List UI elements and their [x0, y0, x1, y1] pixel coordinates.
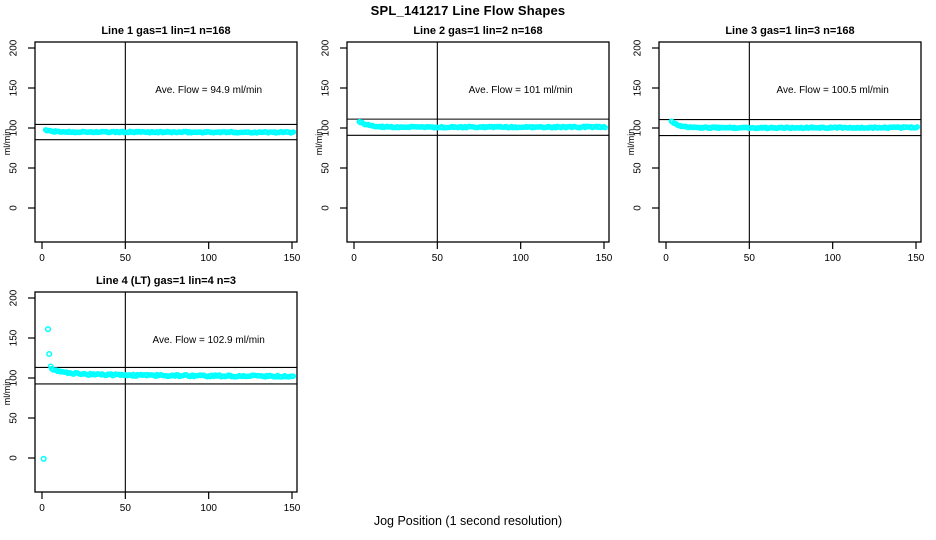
y-tick-label: 0	[633, 205, 644, 211]
panel-line-1: Line 1 gas=1 lin=1 n=168 0 50 100 150 200 0 50 1…	[0, 20, 312, 270]
outlier-point	[46, 350, 53, 358]
x-tick-label: 100	[200, 503, 217, 514]
y-tick-label: 50	[9, 162, 20, 174]
x-axis-label: Jog Position (1 second resolution)	[373, 514, 563, 528]
data-point	[373, 123, 380, 130]
y-tick-label: 50	[9, 412, 20, 424]
x-tick-label: 50	[432, 253, 444, 264]
x-tick-label: 100	[512, 253, 529, 264]
y-tick-label: 150	[9, 329, 20, 346]
outlier-point	[40, 455, 47, 462]
y-tick-label: 0	[9, 455, 20, 461]
y-tick-label: 50	[321, 162, 332, 174]
x-tick-label: 50	[120, 253, 132, 264]
panel-line-4: Line 4 (LT) gas=1 lin=4 n=3 0 50 100 150 200 0…	[0, 270, 312, 520]
x-tick-label: 150	[596, 253, 613, 264]
x-tick-label: 50	[120, 503, 132, 514]
y-tick-label: 100	[9, 119, 20, 136]
panel-line-2: Line 2 gas=1 lin=2 n=168 0 50 100 150 200 0 50 1…	[312, 20, 624, 270]
flow-plot-3: Line 3 gas=1 lin=3 n=168 0 50 100 150 200 0 50 1…	[626, 25, 925, 264]
data-point	[290, 373, 297, 379]
panel-title: Line 3 gas=1 lin=3 n=168	[725, 25, 854, 37]
y-tick-label: 0	[9, 205, 20, 211]
y-tick-label: 150	[321, 79, 332, 96]
scatter-points	[668, 118, 921, 132]
y-tick-label: 200	[633, 39, 644, 56]
ave-flow-annotation: Ave. Flow = 94.9 ml/min	[155, 85, 262, 96]
scatter-points	[42, 127, 297, 136]
ave-flow-annotation: Ave. Flow = 102.9 ml/min	[152, 335, 264, 346]
panel-line-3: Line 3 gas=1 lin=3 n=168 0 50 100 150 200 0 50 1…	[624, 20, 936, 270]
x-tick-label: 0	[39, 253, 45, 264]
data-point	[914, 124, 921, 130]
figure-title: SPL_141217 Line Flow Shapes	[370, 3, 566, 18]
x-tick-label: 0	[39, 503, 45, 514]
x-tick-label: 100	[824, 253, 841, 264]
scatter-points	[356, 118, 609, 131]
y-tick-label: 100	[633, 119, 644, 136]
ave-flow-annotation: Ave. Flow = 100.5 ml/min	[776, 85, 888, 96]
y-tick-label: 0	[321, 205, 332, 211]
plot-box	[34, 41, 298, 243]
y-tick-label: 200	[9, 39, 20, 56]
x-tick-label: 150	[284, 253, 301, 264]
x-tick-label: 150	[284, 503, 301, 514]
x-tick-label: 150	[908, 253, 925, 264]
data-point	[290, 129, 297, 135]
y-axis-label: ml/min	[626, 129, 636, 156]
y-tick-label: 200	[9, 289, 20, 306]
y-tick-label: 200	[321, 39, 332, 56]
plot-box	[34, 291, 298, 493]
flow-plot-1: Line 1 gas=1 lin=1 n=168 0 50 100 150 200 0 50 1…	[2, 25, 301, 264]
y-tick-label: 100	[321, 119, 332, 136]
x-tick-label: 0	[663, 253, 669, 264]
y-axis-label: ml/min	[2, 379, 12, 406]
scatter-points	[40, 326, 297, 462]
panel-title: Line 1 gas=1 lin=1 n=168	[101, 25, 230, 37]
data-point	[228, 373, 234, 380]
y-tick-label: 150	[9, 79, 20, 96]
plot-box	[658, 41, 922, 243]
y-tick-label: 50	[633, 162, 644, 174]
panel-title: Line 2 gas=1 lin=2 n=168	[413, 25, 542, 37]
x-tick-label: 50	[744, 253, 756, 264]
outlier-point	[44, 326, 52, 333]
flow-plot-4: Line 4 (LT) gas=1 lin=4 n=3 0 50 100 150 200 0…	[2, 275, 301, 514]
ave-flow-annotation: Ave. Flow = 101 ml/min	[469, 85, 573, 96]
y-tick-label: 150	[633, 79, 644, 96]
plot-box	[346, 41, 610, 243]
y-tick-label: 100	[9, 369, 20, 386]
flow-plot-2: Line 2 gas=1 lin=2 n=168 0 50 100 150 200 0 50 1…	[314, 25, 613, 264]
x-tick-label: 100	[200, 253, 217, 264]
panel-title: Line 4 (LT) gas=1 lin=4 n=3	[96, 275, 236, 287]
data-point	[602, 124, 609, 131]
data-point	[444, 124, 451, 131]
y-axis-label: ml/min	[2, 129, 12, 156]
y-axis-label: ml/min	[314, 129, 324, 156]
x-tick-label: 0	[351, 253, 357, 264]
